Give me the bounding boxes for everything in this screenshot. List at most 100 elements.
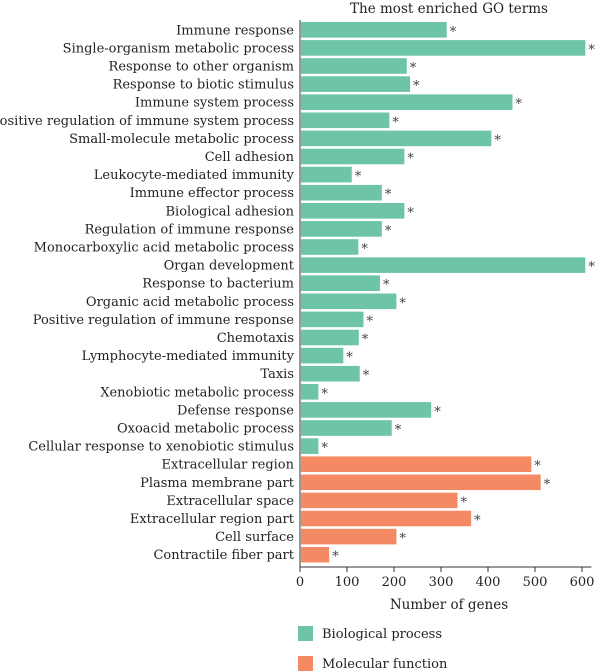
significance-star-10: * [407, 206, 414, 221]
significance-star-13: * [588, 260, 595, 275]
x-axis-label: Number of genes [390, 597, 508, 613]
category-label-8: Leukocyte-mediated immunity [94, 168, 295, 183]
significance-star-19: * [363, 369, 370, 384]
category-label-29: Contractile fiber part [153, 548, 294, 563]
significance-star-29: * [332, 550, 339, 565]
bar-18 [301, 347, 344, 364]
bar-6 [301, 130, 492, 147]
significance-star-17: * [362, 333, 369, 348]
category-label-21: Defense response [177, 403, 294, 418]
bar-3 [301, 76, 411, 92]
category-label-19: Taxis [260, 367, 294, 382]
bar-9 [301, 184, 382, 201]
bar-1 [301, 40, 586, 56]
category-label-20: Xenobiotic metabolic process [100, 385, 294, 400]
bar-11 [301, 221, 382, 237]
bar-23 [301, 438, 319, 454]
bar-2 [301, 58, 407, 74]
significance-marks: * * * * * * * * * * * * * * * * * * * * * * * * * * * * * * [321, 25, 595, 565]
significance-star-27: * [474, 514, 481, 529]
significance-star-22: * [395, 423, 402, 438]
legend-label-0: Biological process [322, 627, 442, 642]
bar-5 [301, 112, 390, 129]
category-label-12: Monocarboxylic acid metabolic process [34, 241, 294, 256]
significance-star-15: * [399, 296, 406, 311]
x-tick-label-2: 200 [382, 575, 407, 590]
significance-star-18: * [346, 351, 353, 366]
bar-4 [301, 94, 513, 110]
bar-29 [301, 546, 330, 563]
bar-12 [301, 239, 359, 255]
category-label-9: Immune effector process [130, 186, 294, 201]
category-label-28: Cell surface [215, 530, 294, 545]
bar-21 [301, 402, 432, 418]
x-tick-label-1: 100 [335, 575, 360, 590]
bar-19 [301, 365, 360, 382]
category-label-22: Oxoacid metabolic process [117, 422, 294, 437]
bar-20 [301, 384, 319, 400]
significance-star-0: * [450, 25, 457, 40]
category-label-26: Extracellular space [166, 494, 294, 509]
significance-star-28: * [399, 532, 406, 547]
x-axis-ticks: 0 100 200 300 400 500 600 [296, 567, 595, 590]
x-tick-label-5: 500 [523, 575, 548, 590]
bar-15 [301, 293, 397, 310]
bar-24 [301, 456, 532, 472]
significance-star-4: * [516, 97, 523, 112]
significance-star-14: * [383, 278, 390, 293]
significance-star-7: * [407, 152, 414, 167]
category-label-6: Small-molecule metabolic process [69, 132, 294, 147]
bar-14 [301, 275, 380, 291]
legend-swatch-1 [298, 656, 313, 671]
bar-26 [301, 492, 458, 509]
bar-22 [301, 420, 392, 436]
significance-star-16: * [367, 314, 374, 329]
bar-10 [301, 203, 405, 219]
category-label-18: Lymphocyte-mediated immunity [82, 349, 295, 364]
bar-28 [301, 528, 397, 545]
bar-8 [301, 166, 352, 183]
chart-title: The most enriched GO terms [350, 1, 548, 17]
category-label-10: Biological adhesion [166, 204, 295, 219]
x-tick-label-0: 0 [296, 575, 304, 590]
x-tick-label-4: 400 [476, 575, 501, 590]
significance-star-1: * [588, 43, 595, 58]
significance-star-11: * [385, 224, 392, 239]
category-label-17: Chemotaxis [217, 331, 294, 346]
category-label-4: Immune system process [135, 96, 294, 111]
legend-swatch-0 [298, 626, 313, 641]
category-label-15: Organic acid metabolic process [86, 295, 294, 310]
category-label-5: Positive regulation of immune system pro… [0, 114, 294, 129]
category-label-27: Extracellular region part [130, 512, 295, 527]
category-label-2: Response to other organism [109, 60, 294, 75]
category-label-7: Cell adhesion [205, 150, 295, 165]
significance-star-24: * [534, 459, 541, 474]
bar-7 [301, 148, 405, 165]
significance-star-21: * [434, 405, 441, 420]
bars-layer [301, 22, 586, 563]
significance-star-26: * [461, 495, 468, 510]
significance-star-5: * [392, 115, 399, 130]
bar-17 [301, 329, 359, 346]
category-label-25: Plasma membrane part [140, 476, 295, 491]
significance-star-6: * [494, 133, 501, 148]
category-labels: Immune response Single-organism metabolic… [0, 23, 295, 563]
category-label-23: Cellular response to xenobiotic stimulus [28, 440, 294, 455]
category-label-11: Regulation of immune response [85, 222, 295, 237]
legend-label-1: Molecular function [322, 657, 448, 671]
significance-star-20: * [321, 387, 328, 402]
legend: Biological process Molecular function [298, 626, 448, 671]
significance-star-3: * [413, 79, 420, 94]
x-tick-label-6: 600 [570, 575, 595, 590]
category-label-13: Organ development [164, 259, 295, 274]
bar-27 [301, 510, 472, 527]
bar-25 [301, 474, 541, 491]
category-label-16: Positive regulation of immune response [33, 313, 295, 328]
category-label-24: Extracellular region [161, 458, 294, 473]
bar-16 [301, 311, 364, 328]
x-tick-label-3: 300 [429, 575, 454, 590]
bar-0 [301, 22, 447, 38]
category-label-3: Response to biotic stimulus [113, 78, 294, 93]
category-label-1: Single-organism metabolic process [63, 41, 294, 56]
